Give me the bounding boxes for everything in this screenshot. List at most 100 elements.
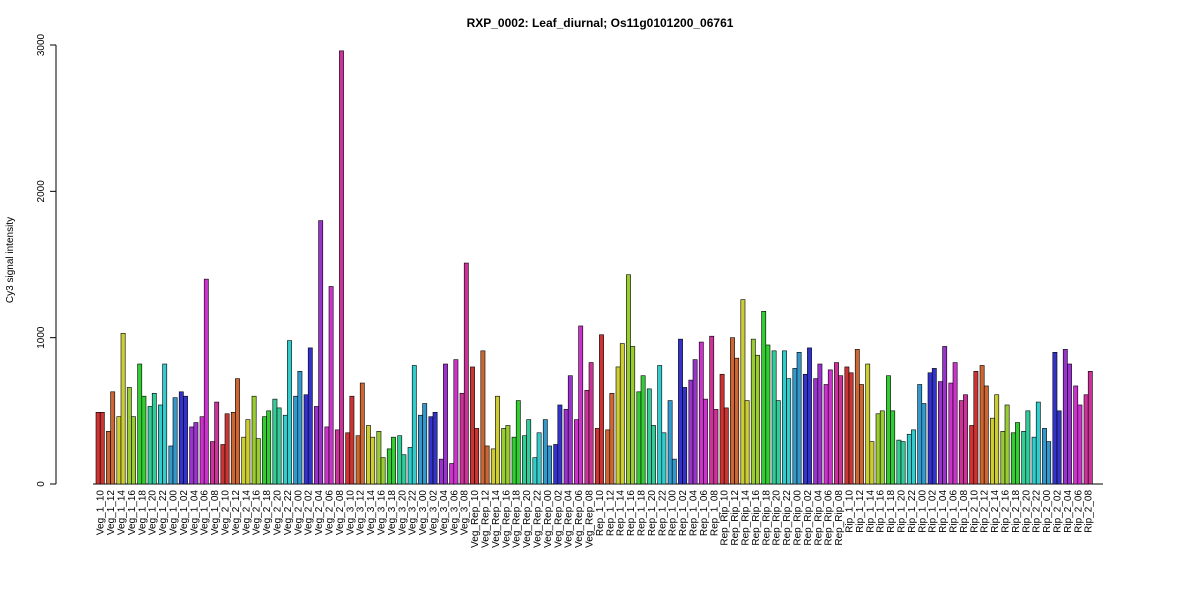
- x-tick-label: Veg_3_14: [366, 490, 377, 535]
- bar: [407, 447, 413, 485]
- bar: [449, 463, 455, 485]
- bar: [651, 425, 656, 485]
- x-tick-label: Veg_3_08: [460, 490, 471, 535]
- bar: [807, 347, 812, 485]
- bar: [906, 433, 912, 485]
- bar: [734, 357, 740, 485]
- bar: [536, 432, 542, 485]
- bar: [1046, 441, 1052, 485]
- bar: [574, 419, 579, 485]
- x-tick-label: Rep_Rip_12: [730, 490, 741, 546]
- bar: [432, 411, 438, 485]
- x-tick-label: Rip_1_18: [886, 490, 897, 533]
- x-tick-label: Rep_1_10: [595, 490, 606, 537]
- x-tick-label: Veg_Rep_14: [491, 490, 502, 548]
- x-tick-label: Veg_2_10: [221, 490, 232, 535]
- bar: [563, 409, 569, 485]
- x-tick-label: Veg_2_18: [262, 490, 273, 535]
- bar: [761, 311, 767, 485]
- bar: [703, 398, 708, 485]
- x-tick-label: Rip_1_22: [907, 490, 918, 533]
- x-tick-label: Rep_Rip_08: [834, 490, 845, 546]
- x-tick-label: Rep_1_16: [626, 490, 637, 537]
- x-tick-label: Veg_1_14: [117, 490, 128, 535]
- bar: [495, 395, 500, 485]
- x-tick-label: Veg_1_10: [96, 490, 107, 535]
- bar: [1025, 410, 1031, 485]
- x-tick-label: Rep_1_18: [637, 490, 648, 537]
- bar: [792, 368, 798, 485]
- bar: [106, 431, 111, 485]
- bar: [443, 363, 448, 485]
- x-tick-label: Veg_Rep_00: [543, 490, 554, 548]
- bar: [490, 448, 496, 485]
- bar: [183, 395, 188, 485]
- bar: [786, 378, 792, 485]
- bar: [303, 394, 309, 485]
- x-tick-label: Rep_1_14: [616, 490, 627, 537]
- bar: [1031, 436, 1037, 485]
- bar: [859, 384, 864, 485]
- bar: [879, 410, 885, 485]
- x-tick-label: Rip_1_16: [876, 490, 887, 533]
- bar: [147, 406, 153, 485]
- x-tick-label: Rip_2_14: [990, 490, 1001, 533]
- bar: [1035, 401, 1041, 485]
- x-tick-label: Rip_2_04: [1063, 490, 1074, 533]
- bar: [817, 363, 823, 485]
- bar: [318, 220, 324, 485]
- bar: [251, 395, 257, 485]
- bar: [359, 382, 365, 485]
- bar: [172, 397, 178, 485]
- bar: [723, 407, 729, 485]
- bar: [796, 351, 802, 485]
- bar: [484, 445, 490, 485]
- x-tick-label: Veg_Rep_04: [564, 490, 575, 548]
- bar: [688, 379, 694, 485]
- bar: [120, 332, 126, 485]
- x-tick-label: Veg_1_22: [158, 490, 169, 535]
- bar: [522, 435, 527, 485]
- x-tick-label: Veg_2_20: [273, 490, 284, 535]
- bar: [844, 366, 850, 485]
- x-tick-label: Veg_2_00: [293, 490, 304, 535]
- bar: [203, 278, 209, 485]
- bar: [838, 375, 844, 485]
- bar: [282, 414, 288, 485]
- bar: [765, 344, 771, 485]
- bar: [276, 407, 282, 485]
- bar: [584, 390, 590, 485]
- bar: [511, 436, 517, 485]
- bar: [917, 384, 923, 485]
- bar: [661, 432, 667, 485]
- x-tick-label: Veg_Rep_02: [553, 490, 564, 548]
- bar: [376, 431, 382, 485]
- bar: [370, 436, 376, 485]
- bar: [605, 429, 611, 485]
- bar: [220, 444, 226, 485]
- bar: [886, 375, 891, 485]
- x-tick-label: Rip_1_06: [949, 490, 960, 533]
- x-tick-label: Veg_1_16: [127, 490, 138, 535]
- x-tick-labels: Veg_1_10 Veg_1_12 Veg_1_14 Veg_1_16 Veg_1_18…: [96, 490, 1095, 548]
- bar: [640, 375, 646, 485]
- bar: [422, 403, 428, 485]
- chart-title: RXP_0002: Leaf_diurnal; Os11g0101200_067…: [467, 16, 734, 30]
- x-tick-label: Veg_1_00: [169, 490, 180, 535]
- y-tick-label: 2000: [36, 180, 47, 203]
- x-tick-label: Rip_2_02: [1053, 490, 1064, 533]
- x-tick-label: Veg_Rep_22: [533, 490, 544, 548]
- y-axis-ticks: 0 1000 2000 3000: [36, 33, 56, 487]
- bar: [1067, 363, 1072, 485]
- x-tick-label: Veg_Rep_12: [481, 490, 492, 548]
- bar: [307, 347, 313, 485]
- bar: [979, 365, 985, 485]
- bar: [266, 410, 272, 485]
- bar: [1062, 349, 1068, 485]
- bar: [1015, 422, 1020, 485]
- x-tick-label: Veg_2_08: [335, 490, 346, 535]
- x-tick-label: Veg_Rep_18: [512, 490, 523, 548]
- bar: [459, 392, 465, 485]
- bar: [245, 419, 251, 485]
- x-tick-label: Veg_2_14: [241, 490, 252, 535]
